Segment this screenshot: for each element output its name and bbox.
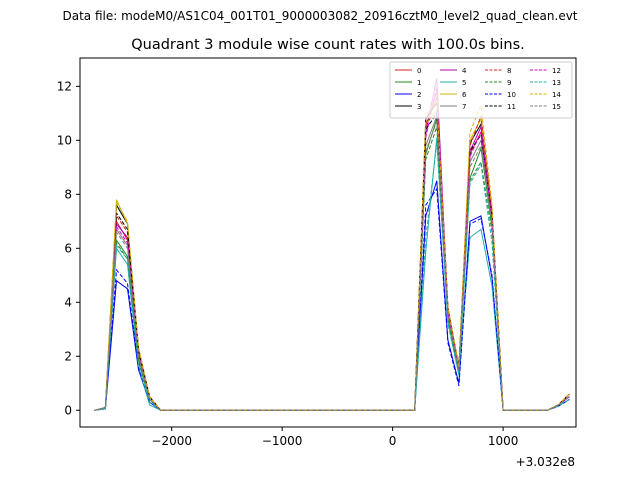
- y-tick-label: 0: [64, 403, 72, 417]
- y-tick-label: 8: [64, 187, 72, 201]
- series-line-10: [94, 187, 570, 411]
- legend-label-0: 0: [417, 67, 421, 75]
- series-line-15: [94, 121, 570, 411]
- legend-label-12: 12: [552, 67, 561, 75]
- legend-label-13: 13: [552, 79, 561, 87]
- series-line-6: [94, 109, 570, 411]
- x-tick-label: −1000: [262, 434, 303, 448]
- legend-label-7: 7: [462, 103, 466, 111]
- series-line-2: [94, 180, 570, 411]
- legend-label-2: 2: [417, 91, 421, 99]
- y-tick-label: 6: [64, 241, 72, 255]
- series-line-9: [94, 126, 570, 411]
- series-line-14: [94, 98, 570, 411]
- series-line-7: [94, 115, 570, 411]
- y-tick-label: 12: [57, 79, 72, 93]
- series-line-3: [94, 100, 570, 411]
- series-line-5: [94, 137, 570, 411]
- y-tick-label: 4: [64, 295, 72, 309]
- legend-label-3: 3: [417, 103, 421, 111]
- chart-suptitle: Data file: modeM0/AS1C04_001T01_90000030…: [62, 9, 577, 23]
- x-tick-label: 0: [389, 434, 397, 448]
- legend-label-1: 1: [417, 79, 421, 87]
- x-tick-label: −2000: [151, 434, 192, 448]
- legend-label-6: 6: [462, 91, 467, 99]
- legend-label-4: 4: [462, 67, 467, 75]
- series-line-13: [94, 142, 570, 411]
- legend-label-14: 14: [552, 91, 561, 99]
- legend-label-9: 9: [507, 79, 511, 87]
- legend-label-8: 8: [507, 67, 511, 75]
- legend-box: [389, 61, 573, 119]
- series-line-1: [94, 118, 570, 411]
- plot-frame: [79, 57, 577, 428]
- series-line-0: [94, 91, 570, 411]
- y-tick-label: 10: [57, 133, 72, 147]
- series-lines: [94, 78, 570, 411]
- legend-label-5: 5: [462, 79, 466, 87]
- legend-label-10: 10: [507, 91, 516, 99]
- y-tick-label: 2: [64, 349, 72, 363]
- chart-title: Quadrant 3 module wise count rates with …: [131, 37, 525, 53]
- legend-label-11: 11: [507, 103, 516, 111]
- legend-label-15: 15: [552, 103, 561, 111]
- series-line-12: [94, 86, 570, 411]
- series-line-8: [94, 96, 570, 411]
- x-tick-label: 1000: [488, 434, 519, 448]
- x-axis-offset-label: +3.032e8: [516, 455, 575, 469]
- series-line-11: [94, 111, 570, 411]
